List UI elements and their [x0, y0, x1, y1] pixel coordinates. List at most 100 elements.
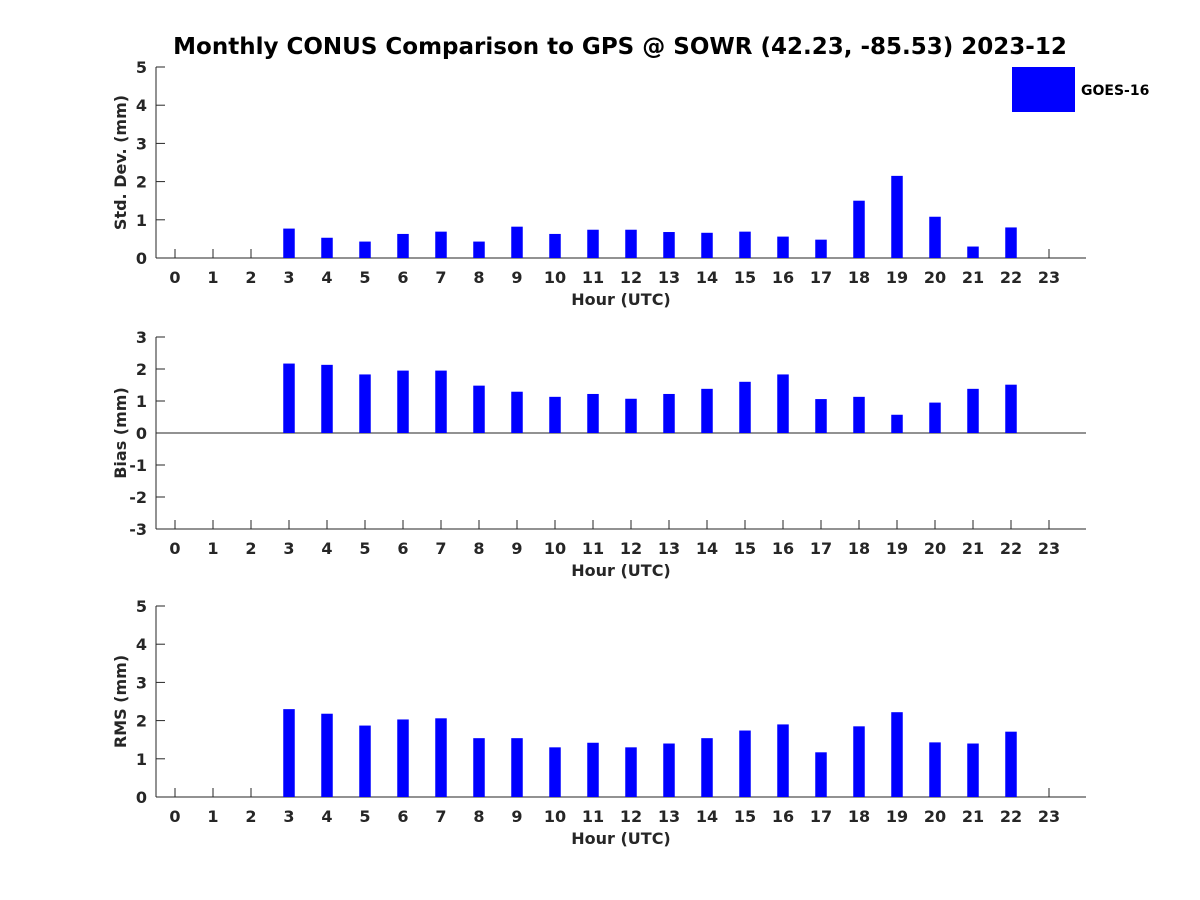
x-tick-label: 18 — [848, 539, 870, 558]
bar-hour-3 — [283, 363, 295, 433]
x-tick-label: 15 — [734, 268, 756, 287]
x-tick-label: 20 — [924, 539, 946, 558]
x-tick-label: 2 — [245, 807, 256, 826]
x-tick-label: 4 — [321, 539, 332, 558]
x-tick-label: 17 — [810, 539, 832, 558]
bar-hour-9 — [511, 226, 523, 258]
y-axis-label: RMS (mm) — [111, 655, 130, 748]
bar-hour-21 — [967, 388, 979, 433]
x-tick-label: 5 — [359, 539, 370, 558]
bar-hour-10 — [549, 396, 561, 433]
bar-hour-11 — [587, 393, 599, 433]
bar-hour-17 — [815, 752, 827, 797]
bar-hour-4 — [321, 713, 333, 797]
legend-label: GOES-16 — [1081, 83, 1149, 99]
x-tick-label: 3 — [283, 807, 294, 826]
x-tick-label: 13 — [658, 268, 680, 287]
x-tick-label: 18 — [848, 268, 870, 287]
bar-hour-16 — [777, 374, 789, 433]
bar-hour-16 — [777, 724, 789, 797]
x-tick-label: 12 — [620, 807, 642, 826]
bar-hour-6 — [397, 719, 409, 797]
x-tick-label: 13 — [658, 539, 680, 558]
x-tick-label: 22 — [1000, 268, 1022, 287]
x-tick-label: 6 — [397, 268, 408, 287]
bar-hour-6 — [397, 370, 409, 433]
bar-hour-20 — [929, 216, 941, 258]
x-tick-label: 23 — [1038, 539, 1060, 558]
y-tick-label: 1 — [136, 750, 147, 769]
x-tick-label: 9 — [511, 807, 522, 826]
bar-hour-21 — [967, 743, 979, 797]
x-tick-label: 23 — [1038, 807, 1060, 826]
bar-hour-5 — [359, 241, 371, 258]
x-tick-label: 15 — [734, 807, 756, 826]
bar-hour-6 — [397, 233, 409, 258]
x-tick-label: 22 — [1000, 807, 1022, 826]
bar-hour-4 — [321, 364, 333, 433]
bar-hour-9 — [511, 738, 523, 797]
bar-hour-17 — [815, 399, 827, 433]
x-tick-label: 17 — [810, 268, 832, 287]
x-tick-label: 9 — [511, 539, 522, 558]
bar-hour-14 — [701, 232, 713, 258]
x-tick-label: 21 — [962, 807, 984, 826]
x-tick-label: 16 — [772, 268, 794, 287]
bar-hour-10 — [549, 233, 561, 258]
y-tick-label: 5 — [136, 597, 147, 616]
bar-hour-22 — [1005, 731, 1017, 797]
x-tick-label: 20 — [924, 268, 946, 287]
bar-hour-13 — [663, 232, 675, 258]
x-tick-label: 1 — [207, 268, 218, 287]
x-tick-label: 0 — [169, 539, 180, 558]
bar-hour-13 — [663, 743, 675, 797]
x-tick-label: 5 — [359, 807, 370, 826]
y-tick-label: 4 — [136, 96, 147, 115]
bar-hour-10 — [549, 747, 561, 797]
bar-hour-4 — [321, 237, 333, 258]
x-tick-label: 3 — [283, 539, 294, 558]
x-tick-label: 6 — [397, 807, 408, 826]
bar-hour-7 — [435, 370, 447, 433]
y-tick-label: 0 — [136, 788, 147, 807]
bar-hour-9 — [511, 391, 523, 433]
y-tick-label: 1 — [136, 392, 147, 411]
x-tick-label: 11 — [582, 268, 604, 287]
x-tick-label: 23 — [1038, 268, 1060, 287]
x-tick-label: 11 — [582, 539, 604, 558]
x-tick-label: 19 — [886, 807, 908, 826]
y-tick-label: -1 — [129, 456, 147, 475]
bar-hour-12 — [625, 229, 637, 258]
y-tick-label: 2 — [136, 360, 147, 379]
bar-hour-20 — [929, 402, 941, 433]
bar-hour-11 — [587, 229, 599, 258]
bar-hour-20 — [929, 742, 941, 797]
bar-hour-5 — [359, 725, 371, 797]
bar-hour-18 — [853, 200, 865, 258]
x-tick-label: 17 — [810, 807, 832, 826]
bar-hour-13 — [663, 393, 675, 433]
y-tick-label: 0 — [136, 424, 147, 443]
bar-hour-19 — [891, 712, 903, 797]
bar-hour-12 — [625, 398, 637, 433]
x-tick-label: 14 — [696, 268, 718, 287]
x-tick-label: 5 — [359, 268, 370, 287]
x-tick-label: 2 — [245, 539, 256, 558]
x-axis-label: Hour (UTC) — [571, 829, 671, 848]
bar-hour-8 — [473, 385, 485, 433]
y-tick-label: 3 — [136, 134, 147, 153]
x-tick-label: 8 — [473, 268, 484, 287]
bar-hour-17 — [815, 239, 827, 258]
bar-hour-8 — [473, 738, 485, 797]
bar-hour-3 — [283, 709, 295, 797]
y-tick-label: 3 — [136, 328, 147, 347]
bar-hour-18 — [853, 726, 865, 797]
x-tick-label: 11 — [582, 807, 604, 826]
x-tick-label: 6 — [397, 539, 408, 558]
legend-swatch — [1012, 67, 1075, 112]
x-tick-label: 21 — [962, 268, 984, 287]
x-tick-label: 1 — [207, 807, 218, 826]
x-tick-label: 3 — [283, 268, 294, 287]
